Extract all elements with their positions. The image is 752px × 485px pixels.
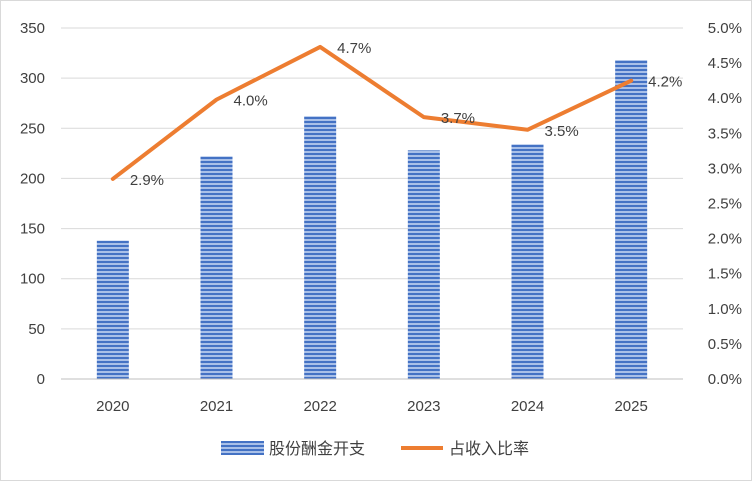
left-tick-label: 100 — [20, 271, 45, 288]
left-tick-label: 300 — [20, 70, 45, 87]
data-label: 2.9% — [130, 172, 164, 189]
x-tick-label: 2021 — [200, 398, 233, 415]
right-tick-label: 5.0% — [708, 20, 742, 37]
right-tick-label: 2.5% — [708, 196, 742, 213]
x-axis: 2020 2021 2022 2023 2024 2025 — [61, 378, 683, 415]
right-tick-label: 0.0% — [708, 371, 742, 388]
right-tick-label: 0.5% — [708, 336, 742, 353]
bar — [407, 150, 440, 379]
left-tick-label: 0 — [37, 371, 45, 388]
data-label: 3.5% — [545, 123, 579, 140]
legend: 股份酬金开支 占收入比率 — [221, 440, 529, 458]
left-axis: 0 50 100 150 200 250 300 350 — [20, 20, 45, 388]
x-tick-label: 2024 — [511, 398, 544, 415]
data-labels: 2.9% 4.0% 4.7% 3.7% 3.5% 4.2% — [130, 40, 683, 189]
left-tick-label: 150 — [20, 221, 45, 238]
legend-bar-swatch — [221, 441, 264, 455]
data-label: 4.0% — [234, 93, 268, 110]
left-tick-label: 250 — [20, 120, 45, 137]
line-series — [110, 44, 634, 181]
data-label: 4.7% — [337, 40, 371, 57]
x-tick-label: 2023 — [407, 398, 440, 415]
bar — [304, 116, 337, 379]
series-line — [110, 44, 634, 181]
x-tick-label: 2025 — [614, 398, 647, 415]
right-tick-label: 1.0% — [708, 301, 742, 318]
x-tick-label: 2022 — [303, 398, 336, 415]
right-tick-label: 1.5% — [708, 266, 742, 283]
right-tick-label: 3.0% — [708, 160, 742, 177]
right-tick-label: 4.5% — [708, 55, 742, 72]
right-axis: 0.0% 0.5% 1.0% 1.5% 2.0% 2.5% 3.0% 3.5% 4.0% 4.5%… — [708, 20, 742, 388]
bar-series — [96, 60, 648, 379]
data-label: 3.7% — [441, 110, 475, 127]
left-tick-label: 50 — [28, 321, 45, 338]
legend-line-label: 占收入比率 — [449, 440, 529, 458]
right-tick-label: 2.0% — [708, 231, 742, 248]
legend-bar-label: 股份酬金开支 — [269, 440, 365, 458]
bar — [615, 60, 648, 379]
bar — [200, 156, 233, 379]
gridlines — [61, 27, 683, 380]
x-tick-label: 2020 — [96, 398, 129, 415]
bar — [511, 144, 544, 379]
left-tick-label: 200 — [20, 170, 45, 187]
bar — [96, 240, 129, 379]
right-tick-label: 3.5% — [708, 125, 742, 142]
left-tick-label: 350 — [20, 20, 45, 37]
right-tick-label: 4.0% — [708, 90, 742, 107]
data-label: 4.2% — [648, 74, 682, 91]
